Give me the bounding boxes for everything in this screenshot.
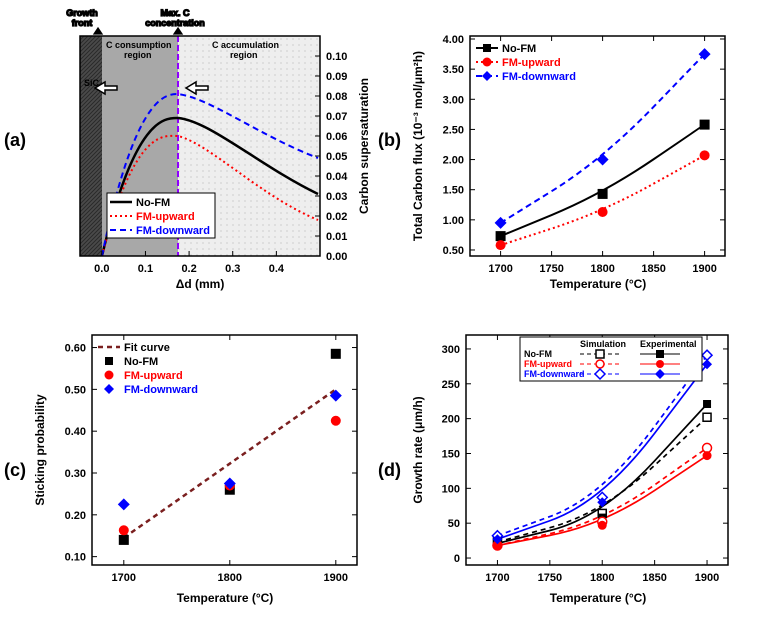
svg-text:0.10: 0.10 bbox=[326, 51, 347, 63]
svg-text:FM-downward: FM-downward bbox=[524, 369, 585, 379]
svg-text:1750: 1750 bbox=[538, 572, 562, 584]
svg-text:1800: 1800 bbox=[218, 572, 242, 584]
panel-d-chart: 17001750180018501900 050100150200250300 … bbox=[408, 320, 758, 620]
svg-text:50: 50 bbox=[448, 518, 460, 530]
svg-text:1900: 1900 bbox=[692, 263, 716, 275]
svg-text:C consumption: C consumption bbox=[106, 40, 172, 50]
svg-text:1750: 1750 bbox=[539, 263, 563, 275]
svg-text:1900: 1900 bbox=[695, 572, 719, 584]
svg-text:FM-upward: FM-upward bbox=[124, 370, 183, 382]
svg-text:0.60: 0.60 bbox=[65, 343, 86, 355]
panel-b-chart: 1700 1750 1800 1850 1900 0.50 1.00 1.50 2.00 2.5… bbox=[408, 6, 758, 306]
svg-text:0.1: 0.1 bbox=[138, 263, 153, 275]
svg-text:0.00: 0.00 bbox=[326, 251, 347, 263]
svg-text:1800: 1800 bbox=[590, 572, 614, 584]
svg-text:0.01: 0.01 bbox=[326, 231, 347, 243]
svg-text:Experimental: Experimental bbox=[640, 339, 697, 349]
panel-c-chart: 1700 1800 1900 0.10 0.20 0.30 0.40 0.50 0.60 Fi… bbox=[30, 320, 380, 620]
svg-text:300: 300 bbox=[442, 344, 460, 356]
svg-text:250: 250 bbox=[442, 379, 460, 391]
svg-text:Temperature (°C): Temperature (°C) bbox=[550, 591, 647, 605]
svg-text:Temperature (°C): Temperature (°C) bbox=[550, 277, 647, 291]
svg-text:3.50: 3.50 bbox=[443, 64, 464, 76]
svg-text:front: front bbox=[72, 18, 93, 28]
svg-text:0.40: 0.40 bbox=[65, 426, 86, 438]
svg-text:region: region bbox=[124, 50, 152, 60]
svg-text:No-FM: No-FM bbox=[124, 356, 158, 368]
svg-text:FM-downward: FM-downward bbox=[124, 384, 198, 396]
svg-text:1700: 1700 bbox=[485, 572, 509, 584]
svg-text:Fit curve: Fit curve bbox=[124, 342, 170, 354]
svg-text:1850: 1850 bbox=[641, 263, 665, 275]
svg-text:0.30: 0.30 bbox=[65, 468, 86, 480]
svg-text:0.2: 0.2 bbox=[181, 263, 196, 275]
svg-text:1700: 1700 bbox=[488, 263, 512, 275]
svg-text:FM-downward: FM-downward bbox=[502, 71, 576, 83]
svg-text:0.50: 0.50 bbox=[443, 245, 464, 257]
svg-text:FM-upward: FM-upward bbox=[502, 57, 561, 69]
svg-text:No-FM: No-FM bbox=[524, 349, 552, 359]
svg-text:100: 100 bbox=[442, 483, 460, 495]
panel-c-label: (c) bbox=[4, 460, 26, 481]
svg-text:0: 0 bbox=[454, 553, 460, 565]
svg-text:No-FM: No-FM bbox=[502, 43, 536, 55]
svg-text:Total Carbon flux (10⁻³ mol/μm: Total Carbon flux (10⁻³ mol/μm²h) bbox=[411, 51, 425, 241]
svg-text:0.10: 0.10 bbox=[65, 552, 86, 564]
svg-text:0.20: 0.20 bbox=[65, 510, 86, 522]
svg-text:Growth: Growth bbox=[66, 8, 98, 18]
panel-a-label: (a) bbox=[4, 130, 26, 151]
svg-text:FM-upward: FM-upward bbox=[524, 359, 572, 369]
svg-text:concentration: concentration bbox=[145, 18, 205, 28]
svg-text:0.03: 0.03 bbox=[326, 191, 347, 203]
svg-text:0.09: 0.09 bbox=[326, 71, 347, 83]
svg-text:Simulation: Simulation bbox=[580, 339, 626, 349]
svg-text:0.4: 0.4 bbox=[269, 263, 285, 275]
svg-text:FM-downward: FM-downward bbox=[136, 225, 210, 237]
svg-text:1.00: 1.00 bbox=[443, 215, 464, 227]
svg-text:1800: 1800 bbox=[590, 263, 614, 275]
svg-text:Carbon supersaturation: Carbon supersaturation bbox=[357, 78, 371, 214]
svg-text:Growth rate (μm/h): Growth rate (μm/h) bbox=[411, 396, 425, 503]
svg-text:0.0: 0.0 bbox=[94, 263, 109, 275]
svg-text:region: region bbox=[230, 50, 258, 60]
svg-text:0.05: 0.05 bbox=[326, 151, 347, 163]
svg-text:0.07: 0.07 bbox=[326, 111, 347, 123]
svg-text:4.00: 4.00 bbox=[443, 34, 464, 46]
svg-text:2.00: 2.00 bbox=[443, 155, 464, 167]
svg-text:1850: 1850 bbox=[642, 572, 666, 584]
svg-text:0.02: 0.02 bbox=[326, 211, 347, 223]
panel-a-chart: SiC C consumption region C accumulation … bbox=[30, 6, 380, 306]
svg-text:No-FM: No-FM bbox=[136, 197, 170, 209]
svg-text:2.50: 2.50 bbox=[443, 124, 464, 136]
svg-text:C accumulation: C accumulation bbox=[212, 40, 279, 50]
svg-text:0.04: 0.04 bbox=[326, 171, 348, 183]
svg-text:200: 200 bbox=[442, 414, 460, 426]
svg-text:0.50: 0.50 bbox=[65, 384, 86, 396]
svg-text:0.08: 0.08 bbox=[326, 91, 347, 103]
svg-text:1.50: 1.50 bbox=[443, 185, 464, 197]
svg-text:Sticking probability: Sticking probability bbox=[33, 394, 47, 506]
svg-text:Δd (mm): Δd (mm) bbox=[176, 277, 225, 291]
svg-text:FM-upward: FM-upward bbox=[136, 211, 195, 223]
svg-text:1700: 1700 bbox=[112, 572, 136, 584]
svg-text:0.06: 0.06 bbox=[326, 131, 347, 143]
panel-d-label: (d) bbox=[378, 460, 401, 481]
svg-text:0.3: 0.3 bbox=[225, 263, 240, 275]
panel-b-label: (b) bbox=[378, 130, 401, 151]
svg-text:150: 150 bbox=[442, 448, 460, 460]
svg-text:Temperature (°C): Temperature (°C) bbox=[177, 591, 274, 605]
svg-text:Max. C: Max. C bbox=[160, 8, 190, 18]
svg-text:3.00: 3.00 bbox=[443, 94, 464, 106]
svg-text:1900: 1900 bbox=[324, 572, 348, 584]
